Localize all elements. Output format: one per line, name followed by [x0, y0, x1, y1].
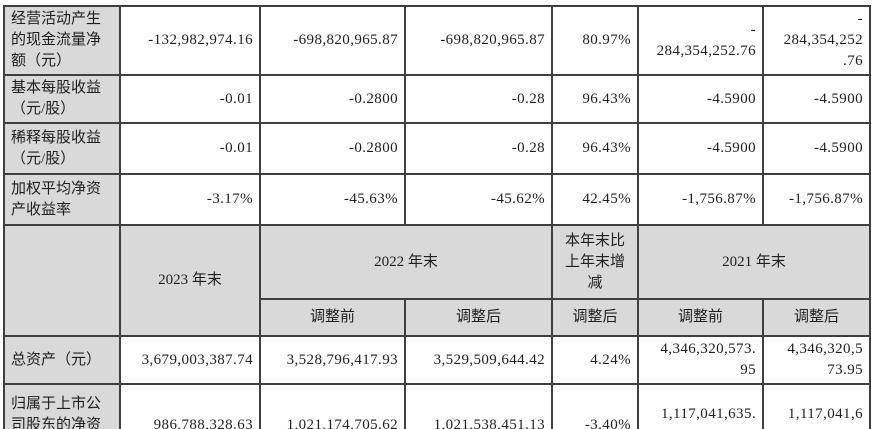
cell-cashflow-change: 80.97%	[551, 5, 639, 76]
cell-basic-eps-2022-before: -0.2800	[259, 74, 406, 124]
header-2021-yearend: 2021 年末	[637, 224, 871, 300]
row-diluted-eps: 稀释每股收益（元/股） -0.01 -0.2800 -0.28 96.43% -…	[3, 122, 871, 175]
header-yoy-change: 本年末比上年末增减	[551, 224, 639, 300]
cell-cashflow-2023: -132,982,974.16	[119, 5, 261, 76]
cell-diluted-eps-2021-after: -4.5900	[762, 122, 871, 175]
row-basic-eps: 基本每股收益（元/股） -0.01 -0.2800 -0.28 96.43% -…	[3, 74, 871, 124]
header-2023-yearend: 2023 年末	[119, 224, 261, 337]
cell-cashflow-2022-before: -698,820,965.87	[259, 5, 406, 76]
header-change-after-adjust: 调整后	[551, 298, 639, 337]
cell-cashflow-2021-before: - 284,354,252.76	[637, 5, 764, 76]
row-operating-cashflow: 经营活动产生的现金流量净额（元） -132,982,974.16 -698,82…	[3, 5, 871, 76]
header-row-periods: 2023 年末 2022 年末 本年末比上年末增减 2021 年末	[3, 224, 871, 337]
row-label-total-assets: 总资产（元）	[3, 335, 121, 385]
cell-roe-change: 42.45%	[551, 173, 639, 226]
header-2022-before-adjust: 调整前	[259, 298, 406, 337]
cell-roe-2022-after: -45.62%	[404, 173, 553, 226]
cell-diluted-eps-2022-after: -0.28	[404, 122, 553, 175]
cell-equity-2021-after: 1,117,041,6 35.51	[762, 383, 871, 429]
cell-roe-2021-before: -1,756.87%	[637, 173, 764, 226]
row-label-net-assets: 归属于上市公司股东的净资产（元）	[3, 383, 121, 429]
cell-equity-change: -3.40%	[551, 383, 639, 429]
row-net-assets-attributable: 归属于上市公司股东的净资产（元） 986,788,328.63 1,021,17…	[3, 383, 871, 429]
cell-diluted-eps-2023: -0.01	[119, 122, 261, 175]
cell-assets-2022-before: 3,528,796,417.93	[259, 335, 406, 385]
header-2022-after-adjust: 调整后	[404, 298, 553, 337]
cell-equity-2022-after: 1,021,538,451.13	[404, 383, 553, 429]
row-label-basic-eps: 基本每股收益（元/股）	[3, 74, 121, 124]
cell-basic-eps-2023: -0.01	[119, 74, 261, 124]
cell-basic-eps-2021-before: -4.5900	[637, 74, 764, 124]
header-row-adjustment: 调整前 调整后 调整后 调整前 调整后	[4, 298, 871, 337]
cell-equity-2021-before: 1,117,041,635. 51	[637, 383, 764, 429]
row-total-assets: 总资产（元） 3,679,003,387.74 3,528,796,417.93…	[3, 335, 871, 385]
cell-diluted-eps-2022-before: -0.2800	[259, 122, 406, 175]
cell-equity-2022-before: 1,021,174,705.62	[259, 383, 406, 429]
row-label-operating-cashflow: 经营活动产生的现金流量净额（元）	[3, 5, 121, 76]
cell-cashflow-2021-after: - 284,354,252 .76	[762, 5, 871, 76]
row-label-diluted-eps: 稀释每股收益（元/股）	[3, 122, 121, 175]
cell-basic-eps-2022-after: -0.28	[404, 74, 553, 124]
header-blank-cell	[3, 224, 121, 337]
header-2022-yearend: 2022 年末	[259, 224, 553, 300]
cell-assets-2022-after: 3,529,509,644.42	[404, 335, 553, 385]
cell-roe-2021-after: -1,756.87%	[762, 173, 871, 226]
header-2021-before-adjust: 调整前	[637, 298, 764, 337]
cell-cashflow-2022-after: -698,820,965.87	[404, 5, 553, 76]
cell-assets-2023: 3,679,003,387.74	[119, 335, 261, 385]
cell-diluted-eps-change: 96.43%	[551, 122, 639, 175]
cell-assets-2021-after: 4,346,320,5 73.95	[762, 335, 871, 385]
cell-roe-2023: -3.17%	[119, 173, 261, 226]
row-weighted-roe: 加权平均净资产收益率 -3.17% -45.63% -45.62% 42.45%…	[3, 173, 871, 226]
cell-basic-eps-2021-after: -4.5900	[762, 74, 871, 124]
header-2021-after-adjust: 调整后	[762, 298, 871, 337]
cell-assets-change: 4.24%	[551, 335, 639, 385]
cell-equity-2023: 986,788,328.63	[119, 383, 261, 429]
row-label-weighted-roe: 加权平均净资产收益率	[3, 173, 121, 226]
cell-basic-eps-change: 96.43%	[551, 74, 639, 124]
cell-assets-2021-before: 4,346,320,573. 95	[637, 335, 764, 385]
cell-roe-2022-before: -45.63%	[259, 173, 406, 226]
cell-diluted-eps-2021-before: -4.5900	[637, 122, 764, 175]
financial-summary-table: 经营活动产生的现金流量净额（元） -132,982,974.16 -698,82…	[3, 5, 871, 429]
